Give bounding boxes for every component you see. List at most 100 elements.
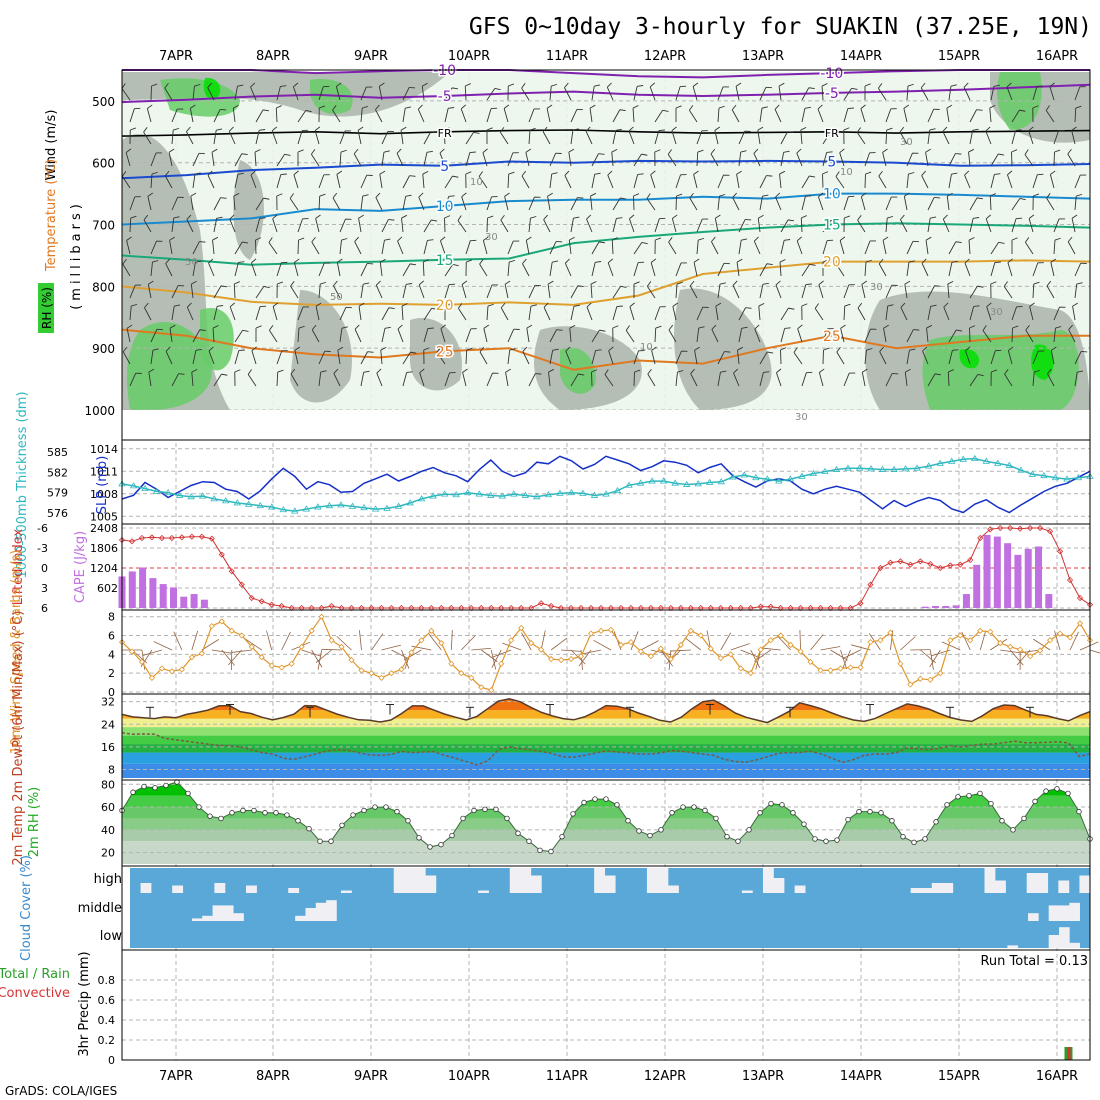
slp-tick-label: 1008 bbox=[90, 488, 118, 501]
li-marker bbox=[1076, 594, 1084, 602]
cloud-layer-label: middle bbox=[78, 901, 122, 916]
thickness-marker bbox=[613, 486, 622, 494]
wind-barb-feather bbox=[298, 237, 305, 241]
wind-barb bbox=[633, 86, 638, 101]
temperature-contour-label: 15 bbox=[823, 218, 841, 234]
top-date-label: 12APR bbox=[644, 49, 686, 64]
rh-marker bbox=[482, 806, 488, 813]
surface-wind-barb bbox=[670, 649, 691, 652]
rh-tick-label: 80 bbox=[101, 778, 115, 791]
wind-barb bbox=[143, 131, 152, 145]
cloud-bar bbox=[1037, 873, 1049, 893]
wind-barb-feather bbox=[148, 368, 155, 373]
wind-barb-feather bbox=[1012, 325, 1019, 329]
cloud-bar bbox=[1069, 902, 1080, 921]
surface-wind-barb bbox=[281, 631, 291, 651]
wind-barb bbox=[796, 240, 803, 255]
wind-barb bbox=[1074, 107, 1077, 123]
wind-barb-feather bbox=[238, 349, 245, 351]
wind-barb-feather bbox=[221, 373, 228, 376]
wind-marker bbox=[607, 626, 615, 633]
cloud-bar bbox=[520, 868, 532, 893]
wind-barb bbox=[736, 174, 740, 189]
rh-marker bbox=[713, 815, 719, 822]
wind-barb-feather bbox=[401, 214, 408, 219]
rh-marker bbox=[306, 825, 312, 832]
wind-marker bbox=[518, 624, 525, 632]
temperature-band bbox=[122, 718, 1090, 728]
temperature-band bbox=[122, 710, 1090, 719]
cloud-bar bbox=[214, 883, 226, 893]
wind-barb-feather bbox=[801, 303, 808, 307]
wind-barb-feather bbox=[427, 327, 434, 329]
cape-bar bbox=[973, 564, 981, 608]
thickness-marker bbox=[763, 475, 772, 482]
wind-barb bbox=[150, 329, 158, 343]
wind-barb bbox=[607, 174, 614, 189]
wind-barb bbox=[927, 285, 935, 299]
wind-barb bbox=[192, 329, 201, 343]
wind-barb bbox=[625, 330, 635, 343]
thickness-marker bbox=[406, 499, 414, 506]
li-marker bbox=[328, 602, 335, 610]
slp-tick-label: 1014 bbox=[90, 443, 118, 456]
cloud-bar bbox=[984, 868, 996, 893]
wind-barb bbox=[570, 306, 575, 321]
wind-barb-feather bbox=[805, 195, 812, 197]
wind-barb bbox=[505, 372, 509, 387]
wind-marker bbox=[997, 639, 1004, 647]
rh-contour-label: 50 bbox=[185, 257, 198, 268]
wind-barb-feather bbox=[565, 346, 571, 352]
wind-barb bbox=[276, 86, 281, 101]
wind-barb-feather bbox=[483, 324, 490, 329]
wind-barb bbox=[332, 109, 341, 123]
wind-barb-feather bbox=[521, 83, 526, 89]
wind-barb-feather bbox=[836, 259, 841, 265]
bottom-date-label: 7APR bbox=[159, 1069, 193, 1084]
wind-barb-feather bbox=[595, 261, 602, 263]
wind-barb-feather bbox=[419, 368, 425, 374]
rh-marker bbox=[163, 782, 169, 789]
wind-barb-feather bbox=[174, 304, 181, 307]
temperature-contour-label: 20 bbox=[823, 255, 841, 271]
surface-wind-barb bbox=[461, 635, 476, 651]
bottom-date-label: 16APR bbox=[1036, 1069, 1078, 1084]
thickness-marker bbox=[924, 462, 933, 469]
wind-barb bbox=[754, 328, 761, 343]
wind-barb bbox=[759, 87, 767, 101]
wind-barb-feather bbox=[620, 197, 627, 200]
thickness-marker bbox=[855, 464, 864, 471]
surface-wind-barb bbox=[561, 649, 582, 652]
rh-marker bbox=[548, 848, 554, 855]
wind-barb bbox=[422, 174, 425, 189]
surface-wind-barb bbox=[929, 649, 941, 668]
wind-barb-feather bbox=[741, 238, 748, 241]
wind-barb bbox=[612, 286, 622, 299]
wind-barb bbox=[1071, 218, 1076, 233]
wind-barb bbox=[920, 87, 929, 101]
wind-barb-feather bbox=[444, 215, 451, 219]
rh-marker bbox=[955, 794, 961, 800]
wind-barb-feather bbox=[423, 259, 429, 263]
surface-wind-barb bbox=[391, 649, 410, 660]
li-marker bbox=[1027, 524, 1034, 532]
wind-barb-feather bbox=[199, 241, 206, 243]
wind-barb-feather bbox=[526, 324, 533, 329]
surface-wind-barb bbox=[650, 649, 671, 655]
rh-marker bbox=[922, 836, 928, 842]
wind-barb-feather bbox=[715, 214, 721, 219]
temperature-contour-label: 25 bbox=[436, 344, 454, 360]
cloud-bar bbox=[404, 868, 416, 893]
wind-barb-feather bbox=[864, 83, 871, 87]
surface-wind-barb bbox=[173, 631, 183, 651]
thickness-marker bbox=[1005, 461, 1014, 468]
wind-barb bbox=[1032, 86, 1038, 101]
cloud-bar bbox=[921, 888, 933, 893]
wind-barb-feather bbox=[822, 259, 829, 263]
wind-barb-feather bbox=[526, 236, 532, 241]
cloud-bar bbox=[222, 905, 234, 921]
wind-barb-feather bbox=[469, 151, 476, 153]
wind-barb-feather bbox=[551, 172, 558, 175]
wind-barb-feather bbox=[973, 217, 980, 219]
wind-barb-feather bbox=[315, 302, 322, 307]
